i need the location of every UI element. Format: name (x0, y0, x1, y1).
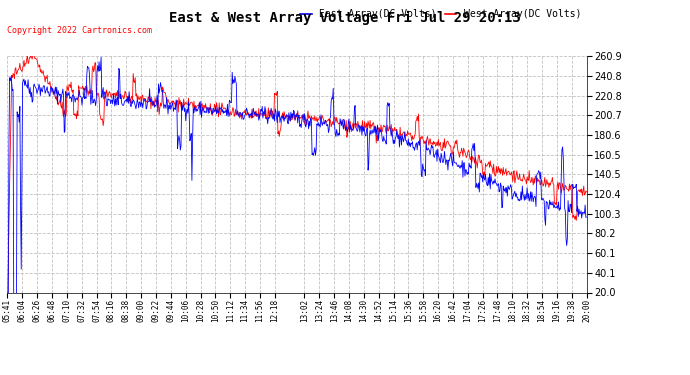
Legend: East Array(DC Volts), West Array(DC Volts): East Array(DC Volts), West Array(DC Volt… (300, 9, 582, 19)
Text: East & West Array Voltage Fri Jul 29 20:13: East & West Array Voltage Fri Jul 29 20:… (169, 11, 521, 26)
Text: Copyright 2022 Cartronics.com: Copyright 2022 Cartronics.com (7, 26, 152, 35)
